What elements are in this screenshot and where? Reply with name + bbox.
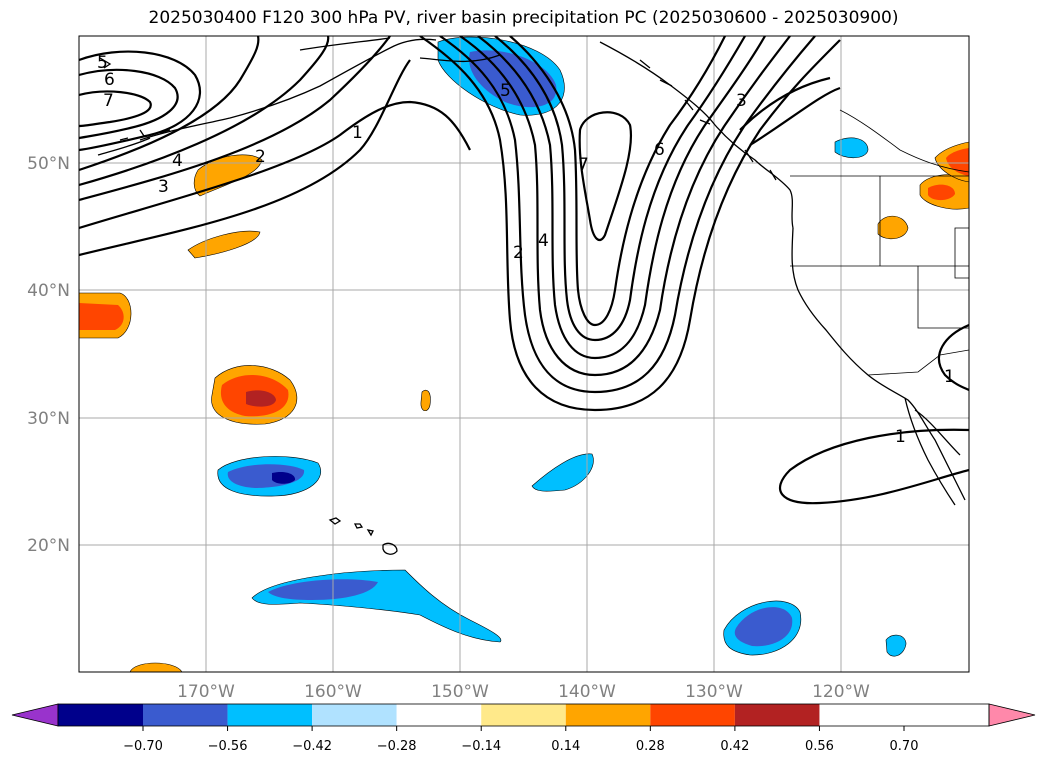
precip-neg-blob: [531, 453, 594, 492]
precip-anomaly-layer: [79, 36, 969, 672]
lon-tick-labels: 170°W 160°W 150°W 140°W 130°W 120°W: [177, 682, 870, 702]
colorbar-segment: [227, 704, 313, 726]
colorbar-segments: [58, 704, 820, 726]
pv-contour-label: 6: [654, 140, 665, 160]
pv-contour-label: 3: [158, 177, 169, 197]
colorbar-extend-high: [988, 703, 1036, 727]
map-title: 2025030400 F120 300 hPa PV, river basin …: [148, 8, 899, 28]
pv-contour-label: 1: [352, 123, 363, 143]
precip-neg-core: [734, 607, 793, 647]
colorbar-tick-label: −0.42: [292, 739, 332, 754]
colorbar-tick-label: 0.42: [720, 739, 749, 754]
pv-contour: [79, 36, 391, 202]
hawaii-islands: [328, 517, 398, 555]
alaska-coast-north: [299, 37, 501, 63]
lat-tick-label: 30°N: [27, 409, 70, 429]
colorbar-segment: [565, 704, 651, 726]
alaska-coast: [139, 38, 437, 141]
colorbar-segment: [396, 704, 482, 726]
pv-contour-label: 5: [97, 53, 108, 73]
lon-tick-label: 140°W: [558, 682, 616, 702]
pv-contour-label: 6: [104, 70, 115, 90]
pv-contour: [439, 36, 816, 394]
pv-contour: [938, 323, 969, 391]
pv-contour: [79, 59, 411, 257]
lon-tick-label: 130°W: [685, 682, 743, 702]
pv-contour-label: 2: [255, 147, 266, 167]
pv-contour-label: 7: [578, 155, 589, 175]
pv-contour-label: 1: [895, 427, 906, 447]
precip-pos-core: [946, 148, 969, 176]
bc-islands: [639, 59, 777, 181]
precip-pos-core: [928, 184, 955, 201]
plot-area: [79, 36, 969, 672]
lat-tick-label: 40°N: [27, 281, 70, 301]
colorbar: −0.70 −0.56 −0.42 −0.28 −0.14 0.14 0.28 0.42 0.5…: [11, 703, 1036, 754]
pv-contour-label: 7: [103, 91, 114, 111]
precip-neg-blob: [834, 137, 869, 159]
pv-contour: [578, 111, 632, 242]
precip-neg-blob: [885, 634, 907, 657]
precip-neg-max: [272, 471, 296, 484]
colorbar-segment: [481, 704, 566, 726]
pv-contour: [79, 100, 471, 230]
pv-contour: [739, 76, 831, 131]
precip-neg-core: [469, 50, 557, 108]
colorbar-tick-label: −0.28: [377, 739, 417, 754]
pv-contour-label: 2: [513, 243, 524, 263]
colorbar-segment: [312, 704, 397, 726]
colorbar-segment: [734, 704, 820, 726]
colorbar-tick-label: 0.14: [551, 739, 580, 754]
pv-contour: [459, 36, 791, 377]
colorbar-tick-labels: −0.70 −0.56 −0.42 −0.28 −0.14 0.14 0.28 0.42 0.5…: [123, 726, 918, 754]
pv-contour: [509, 36, 726, 327]
west-edge-coast: [99, 57, 145, 137]
precip-pos-blob: [420, 389, 431, 411]
pv-contour-labels: 5 6 7 4 3 2 1 5 6 3 2 4 7 1 1: [97, 53, 955, 447]
precip-pos-blob: [877, 215, 909, 240]
colorbar-tick-label: 0.70: [890, 739, 919, 754]
pv-contour-label: 5: [500, 81, 511, 101]
political-borders: [790, 109, 969, 376]
lon-tick-label: 170°W: [177, 682, 235, 702]
colorbar-tick-label: −0.56: [208, 739, 248, 754]
pv-contour: [779, 428, 969, 505]
pv-contours: [79, 36, 969, 505]
pv-contour: [419, 36, 841, 412]
colorbar-segment: [143, 704, 228, 726]
precip-pos-max: [246, 390, 276, 407]
pv-contour: [477, 36, 766, 360]
map-gridlines: [79, 36, 969, 672]
colorbar-segment: [58, 704, 143, 726]
plot-frame: [78, 35, 970, 673]
colorbar-extend-low: [11, 703, 59, 727]
colorbar-tick-label: 0.28: [636, 739, 665, 754]
pv-contour-label: 3: [736, 91, 747, 111]
colorbar-segment: [650, 704, 735, 726]
pv-contour: [749, 86, 841, 146]
precip-pos-core: [79, 303, 124, 330]
pv-contour: [494, 36, 746, 342]
lon-tick-label: 160°W: [304, 682, 362, 702]
lon-tick-label: 150°W: [431, 682, 489, 702]
bc-coast: [599, 41, 794, 229]
pv-contour-label: 1: [944, 367, 955, 387]
pv-contour: [79, 68, 179, 140]
pv-contour-label: 4: [538, 231, 549, 251]
precip-neg-core: [268, 579, 378, 600]
colorbar-tick-label: −0.70: [123, 739, 163, 754]
pv-contour: [79, 90, 152, 128]
lat-tick-label: 20°N: [27, 536, 70, 556]
pv-contour: [79, 36, 330, 187]
colorbar-frame: [57, 703, 990, 727]
lon-tick-label: 120°W: [812, 682, 870, 702]
pv-contour: [79, 36, 260, 172]
pv-contour-label: 4: [172, 151, 183, 171]
pv-contour: [79, 50, 201, 152]
colorbar-tick-label: −0.14: [461, 739, 501, 754]
lat-tick-label: 50°N: [27, 154, 70, 174]
colorbar-tick-label: 0.56: [805, 739, 834, 754]
lat-tick-labels: 50°N 40°N 30°N 20°N: [27, 154, 70, 556]
